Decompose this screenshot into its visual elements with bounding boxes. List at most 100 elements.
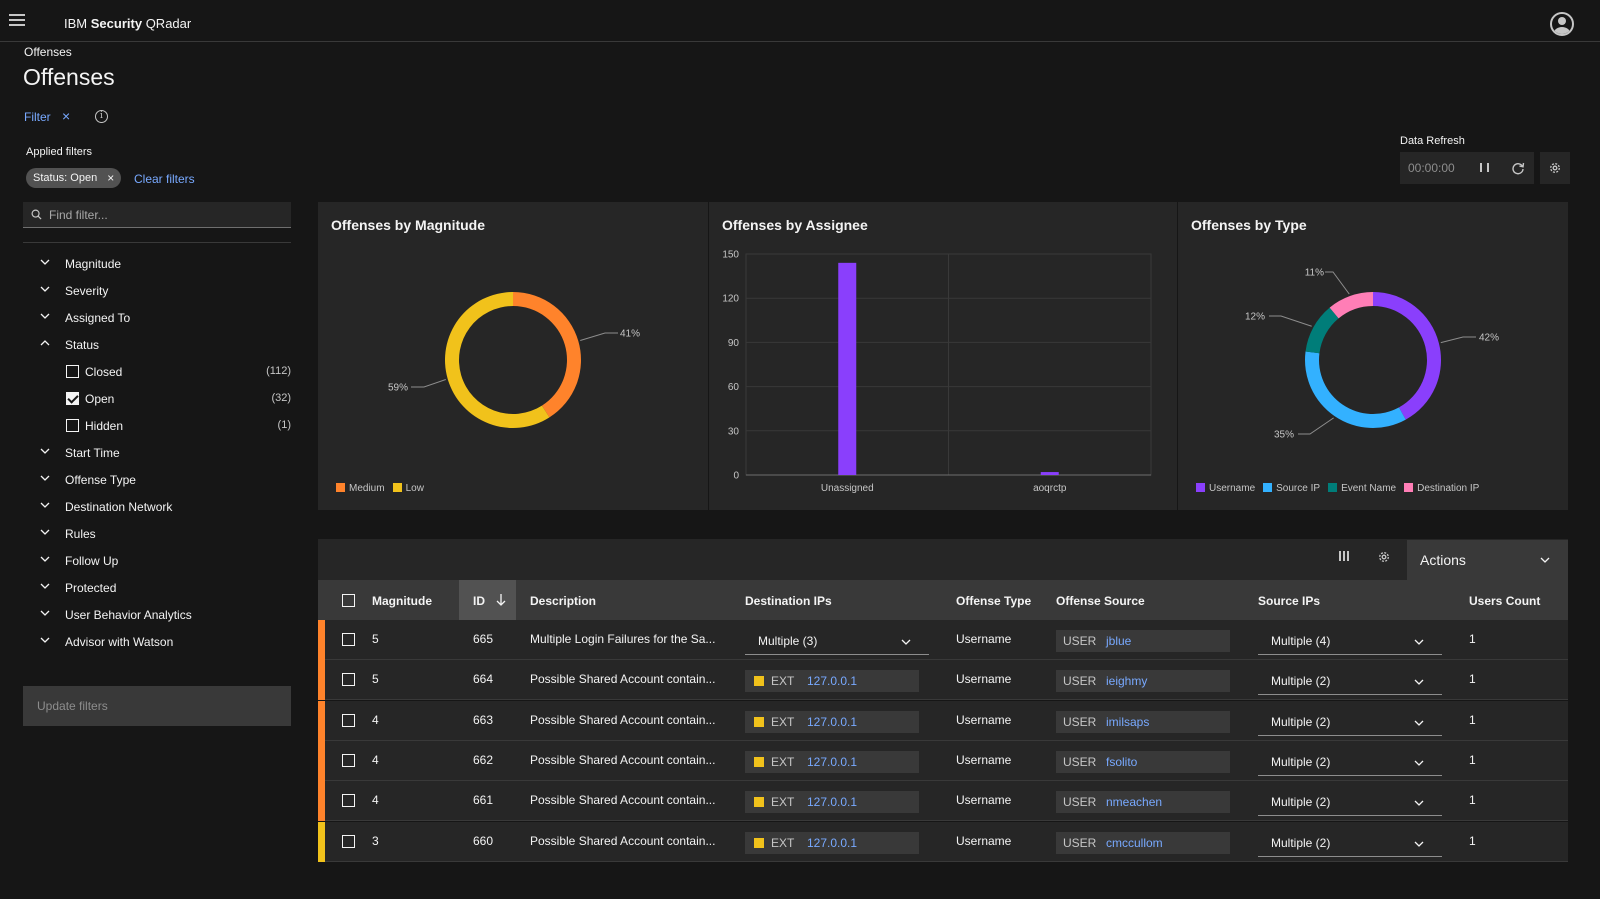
- pause-icon[interactable]: [1480, 163, 1489, 172]
- facet-rules[interactable]: Rules: [37, 524, 291, 544]
- table-row[interactable]: 5 664 Possible Shared Account contain... EX…: [318, 660, 1568, 701]
- cell-description[interactable]: Possible Shared Account contain...: [530, 793, 716, 808]
- destination-ip-link[interactable]: 127.0.0.1: [807, 795, 858, 810]
- checkbox-checked[interactable]: [66, 392, 79, 405]
- offense-source-link[interactable]: imilsaps: [1106, 714, 1150, 729]
- facet-status[interactable]: Status: [37, 335, 291, 355]
- col-destination-ips[interactable]: Destination IPs: [745, 594, 832, 608]
- columns-icon[interactable]: [1338, 550, 1350, 562]
- source-scope: USER: [1063, 754, 1097, 769]
- facet-destination-network[interactable]: Destination Network: [37, 497, 291, 517]
- legend-item-username[interactable]: Username: [1196, 483, 1255, 494]
- destination-ip-link[interactable]: 127.0.0.1: [807, 674, 858, 689]
- offense-source-link[interactable]: ieighmy: [1106, 674, 1148, 689]
- destination-ip-link[interactable]: 127.0.0.1: [807, 754, 858, 769]
- sort-descending-icon[interactable]: [496, 593, 506, 607]
- checkbox[interactable]: [66, 365, 79, 378]
- remove-tag-icon[interactable]: ×: [107, 171, 115, 185]
- slice-event-name[interactable]: [1305, 307, 1339, 354]
- col-magnitude[interactable]: Magnitude: [372, 594, 432, 608]
- row-checkbox[interactable]: [342, 794, 355, 808]
- legend-item-medium[interactable]: Medium: [336, 483, 385, 494]
- bar-unassigned[interactable]: [838, 262, 857, 475]
- status-option-closed[interactable]: Closed (112): [65, 363, 291, 383]
- col-offense-type[interactable]: Offense Type: [956, 594, 1032, 608]
- offense-source-link[interactable]: fsolito: [1106, 754, 1138, 769]
- legend-item-destination-ip[interactable]: Destination IP: [1404, 483, 1479, 494]
- offense-source-link[interactable]: nmeachen: [1106, 795, 1163, 810]
- close-filter-icon[interactable]: ×: [62, 108, 71, 124]
- slice-low[interactable]: [444, 292, 550, 428]
- row-checkbox[interactable]: [342, 673, 355, 687]
- external-indicator-icon: [754, 756, 764, 767]
- select-all-checkbox[interactable]: [342, 594, 355, 607]
- col-users-count[interactable]: Users Count: [1469, 594, 1541, 608]
- facet-protected[interactable]: Protected: [37, 578, 291, 598]
- col-offense-source[interactable]: Offense Source: [1056, 594, 1145, 608]
- filter-toggle-link[interactable]: Filter: [24, 110, 51, 124]
- actions-dropdown[interactable]: Actions: [1407, 540, 1568, 580]
- cell-description[interactable]: Possible Shared Account contain...: [530, 833, 716, 848]
- offense-source-link[interactable]: jblue: [1106, 634, 1132, 648]
- source-ips-dropdown[interactable]: Multiple (2): [1258, 667, 1442, 696]
- col-id[interactable]: ID: [473, 594, 485, 608]
- destination-ips-dropdown[interactable]: Multiple (3): [745, 627, 929, 655]
- refresh-settings-gear-icon[interactable]: [1540, 152, 1570, 184]
- breadcrumb[interactable]: Offenses: [24, 45, 72, 59]
- clear-filters-link[interactable]: Clear filters: [134, 172, 195, 186]
- table-row[interactable]: 4 663 Possible Shared Account contain... EX…: [318, 700, 1568, 741]
- table-row[interactable]: 4 662 Possible Shared Account contain... EX…: [318, 740, 1568, 781]
- table-settings-gear-icon[interactable]: [1377, 550, 1391, 564]
- checkbox[interactable]: [66, 419, 79, 432]
- bar-aoqrctp[interactable]: [1040, 472, 1059, 475]
- legend-item-low[interactable]: Low: [392, 483, 424, 494]
- cell-description[interactable]: Possible Shared Account contain...: [530, 752, 716, 767]
- source-ips-dropdown[interactable]: Multiple (2): [1258, 829, 1442, 857]
- col-description[interactable]: Description: [530, 594, 597, 608]
- destination-ip-link[interactable]: 127.0.0.1: [807, 835, 858, 850]
- col-source-ips[interactable]: Source IPs: [1258, 594, 1321, 608]
- cell-description[interactable]: Possible Shared Account contain...: [530, 672, 716, 687]
- legend-item-source-ip[interactable]: Source IP: [1263, 483, 1320, 494]
- facet-user-behavior-analytics[interactable]: User Behavior Analytics: [37, 605, 291, 625]
- table-row[interactable]: 4 661 Possible Shared Account contain... EX…: [318, 781, 1568, 822]
- info-icon[interactable]: i: [95, 110, 108, 123]
- table-row[interactable]: 5 665 Multiple Login Failures for the Sa..…: [318, 620, 1568, 660]
- facet-magnitude[interactable]: Magnitude: [37, 254, 291, 274]
- facet-advisor-with-watson[interactable]: Advisor with Watson: [37, 632, 291, 652]
- dropdown-value: Multiple (2): [1271, 714, 1331, 729]
- hamburger-menu-icon[interactable]: [9, 14, 25, 28]
- offense-source-link[interactable]: cmccullom: [1106, 835, 1163, 850]
- slice-destination-ip[interactable]: [1329, 292, 1373, 319]
- facet-severity[interactable]: Severity: [37, 281, 291, 301]
- slice-medium[interactable]: [513, 292, 581, 418]
- legend-label: Source IP: [1276, 483, 1321, 494]
- facet-offense-type[interactable]: Offense Type: [37, 470, 291, 490]
- update-filters-button[interactable]: Update filters: [23, 686, 291, 726]
- user-avatar-icon[interactable]: [1550, 12, 1574, 36]
- facet-follow-up[interactable]: Follow Up: [37, 551, 291, 571]
- cell-id: 660: [473, 833, 494, 848]
- source-ips-dropdown[interactable]: Multiple (4): [1258, 627, 1442, 655]
- source-ips-dropdown[interactable]: Multiple (2): [1258, 788, 1442, 817]
- status-option-open[interactable]: Open (32): [65, 390, 291, 410]
- row-checkbox[interactable]: [342, 834, 355, 848]
- row-checkbox[interactable]: [342, 753, 355, 767]
- facet-start-time[interactable]: Start Time: [37, 443, 291, 463]
- refresh-icon[interactable]: [1511, 161, 1525, 175]
- destination-ip-link[interactable]: 127.0.0.1: [807, 714, 858, 729]
- filter-search-input[interactable]: [49, 202, 285, 227]
- row-checkbox[interactable]: [342, 633, 355, 646]
- facet-assigned-to[interactable]: Assigned To: [37, 308, 291, 328]
- col-id-sorted[interactable]: [459, 580, 516, 620]
- cell-description[interactable]: Multiple Login Failures for the Sa...: [530, 632, 716, 646]
- legend-item-event-name[interactable]: Event Name: [1328, 483, 1396, 494]
- status-option-hidden[interactable]: Hidden (1): [65, 417, 291, 437]
- row-checkbox[interactable]: [342, 713, 355, 727]
- table-row[interactable]: 3 660 Possible Shared Account contain... EX…: [318, 821, 1568, 862]
- cell-description[interactable]: Possible Shared Account contain...: [530, 712, 716, 727]
- slice-username[interactable]: [1373, 292, 1441, 420]
- source-ips-dropdown[interactable]: Multiple (2): [1258, 708, 1442, 736]
- slice-source-ip[interactable]: [1305, 351, 1406, 428]
- source-ips-dropdown[interactable]: Multiple (2): [1258, 748, 1442, 776]
